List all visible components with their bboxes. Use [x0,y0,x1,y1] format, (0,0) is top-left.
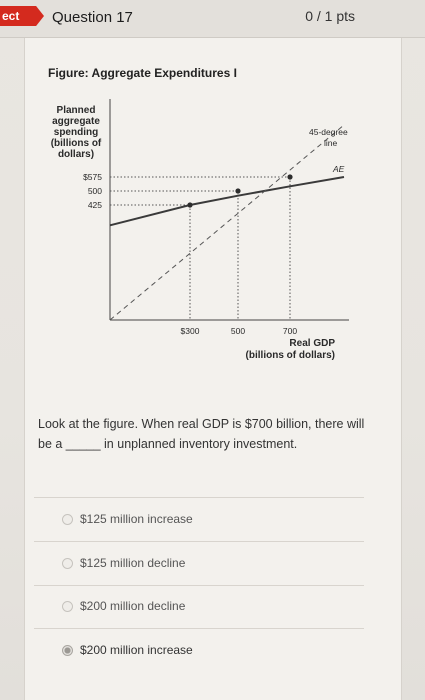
x-axis-label-line1: Real GDP [289,338,335,349]
figure-title: Figure: Aggregate Expenditures I [48,66,237,80]
option-divider [34,585,364,586]
x-axis-label-line2: (billions of dollars) [246,350,335,361]
answer-option-4[interactable]: $200 million increase [62,643,193,657]
question-text: Look at the figure. When real GDP is $70… [38,417,365,451]
ae-line [109,176,345,227]
question-header: ect Question 17 0 / 1 pts [0,0,425,38]
data-point [287,174,293,180]
data-point [187,202,193,208]
y-tick-label: $575 [83,172,102,182]
answer-option-1[interactable]: $125 million increase [62,512,193,526]
forty-five-degree-label-line2: line [324,138,338,148]
option-divider [34,628,364,629]
radio-button[interactable] [62,557,73,569]
option-label: $200 million decline [80,599,186,613]
option-label: $200 million increase [80,643,193,657]
x-tick-label: 500 [231,326,245,336]
answer-option-2[interactable]: $125 million decline [62,556,185,570]
radio-button[interactable] [62,513,73,525]
question-title: Question 17 [52,9,133,26]
radio-button-selected[interactable] [62,644,73,656]
y-axis-label-line: spending [54,127,98,138]
incorrect-tag: ect [0,6,44,26]
option-divider [34,497,364,498]
x-tick-label: $300 [181,326,200,336]
y-axis-label-line: (billions of [51,138,102,149]
option-label: $125 million increase [80,512,193,526]
y-axis-label-line: aggregate [52,116,100,127]
y-tick-label: 500 [88,186,102,196]
forty-five-degree-line [109,124,345,321]
x-tick-label: 700 [283,326,297,336]
y-axis-label-line: dollars) [58,149,94,160]
answer-option-3[interactable]: $200 million decline [62,599,185,613]
question-body [24,38,402,700]
option-label: $125 million decline [80,556,186,570]
forty-five-degree-label-line1: 45-degree [309,127,348,137]
ae-curve-label: AE [332,164,345,174]
data-point [235,188,241,194]
y-axis-label-line: Planned [57,105,96,116]
y-tick-label: 425 [88,200,102,210]
points-label: 0 / 1 pts [305,8,355,24]
radio-button[interactable] [62,600,73,612]
option-divider [34,541,364,542]
